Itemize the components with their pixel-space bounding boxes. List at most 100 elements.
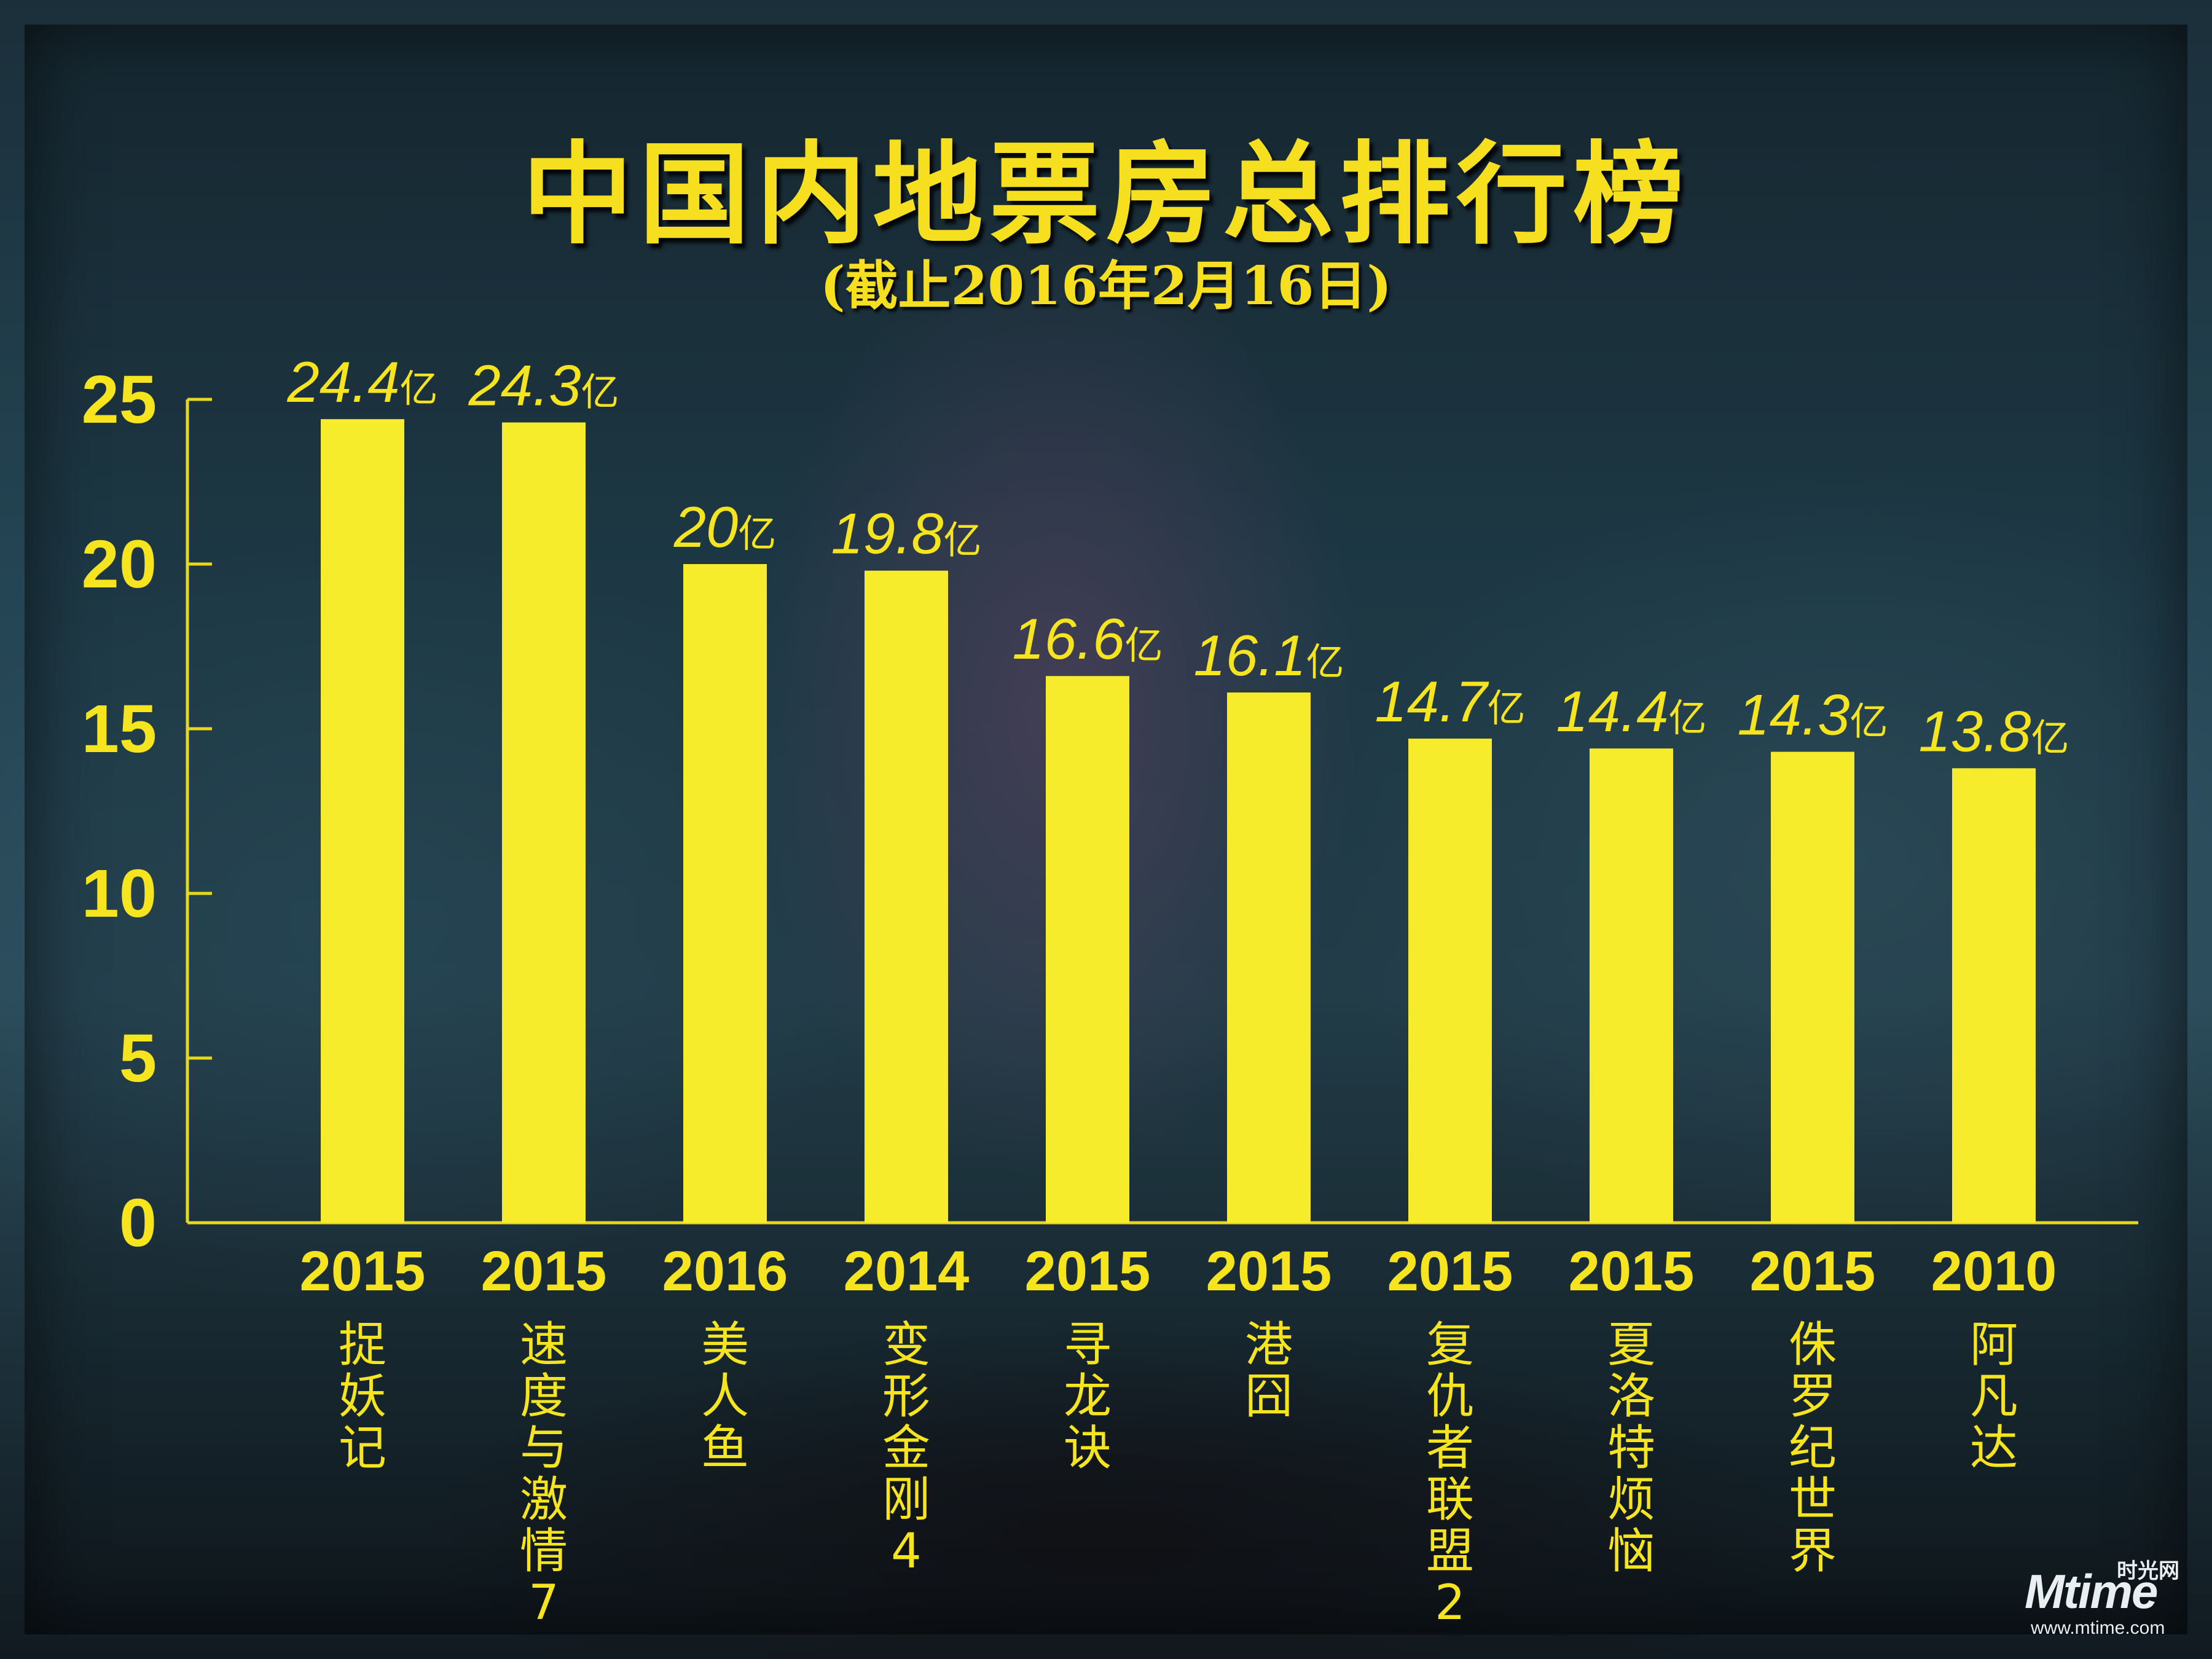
bar	[1046, 676, 1129, 1223]
x-category-name: 复仇者联盟 2	[1426, 1317, 1474, 1631]
bar	[1590, 748, 1673, 1223]
bar-value-label: 13.8亿	[1919, 699, 2069, 763]
x-category-name: 变形金刚 4	[882, 1317, 930, 1579]
bar-value-unit: 亿	[1124, 623, 1163, 668]
bar-value-unit: 亿	[399, 366, 437, 411]
bar-value-number: 20	[673, 495, 739, 559]
bar-value-label: 20亿	[673, 495, 777, 559]
x-category-name-char: 者	[1426, 1421, 1474, 1476]
x-category-name-char: 恼	[1607, 1524, 1655, 1579]
y-tick-label: 20	[82, 527, 157, 602]
x-category-name-char: 记	[339, 1421, 386, 1476]
bar-value-unit: 亿	[1849, 699, 1888, 744]
bar-value-number: 13.8	[1919, 699, 2031, 763]
bar-value-number: 14.7	[1375, 669, 1490, 734]
bar-value-unit: 亿	[1306, 640, 1344, 684]
bar-value-number: 24.3	[468, 353, 581, 418]
x-category-name-char: 人	[701, 1369, 749, 1424]
bar-value-unit: 亿	[581, 370, 619, 415]
x-category-name: 夏洛特烦恼	[1607, 1317, 1655, 1579]
x-category-year: 2014	[844, 1240, 970, 1303]
x-category-year: 2015	[1206, 1240, 1332, 1303]
x-category-name-char: 阿	[1970, 1317, 2018, 1373]
x-category-name-char: 刚	[882, 1472, 930, 1528]
bar	[1408, 739, 1492, 1223]
bar-value-unit: 亿	[2031, 715, 2069, 760]
x-category-name-char: 美	[701, 1317, 749, 1373]
watermark-cn-text: 时光网	[2117, 1559, 2179, 1583]
bar	[1771, 751, 1854, 1223]
bar-value-label: 14.7亿	[1375, 669, 1526, 734]
x-category-name-char: 盟	[1426, 1524, 1474, 1579]
x-category-name: 港囧	[1245, 1317, 1293, 1424]
y-tick-label: 25	[82, 362, 157, 437]
mtime-watermark: Mtime 时光网 www.mtime.com	[2025, 1551, 2184, 1638]
x-category-name-char: 金	[882, 1421, 930, 1476]
y-tick-label: 5	[119, 1021, 157, 1096]
x-category-name-char: 寻	[1064, 1317, 1112, 1373]
x-category-name-char: 龙	[1064, 1369, 1112, 1424]
x-category-name: 速度与激情 7	[520, 1317, 568, 1631]
chart-bars	[321, 419, 2036, 1223]
x-category-name-char: 罗	[1789, 1369, 1837, 1424]
x-category-year: 2015	[1569, 1240, 1695, 1303]
x-category-name: 美人鱼	[701, 1317, 749, 1476]
x-category-name-char: 洛	[1607, 1369, 1655, 1424]
x-category-name-char: 4	[891, 1524, 922, 1579]
x-category-name: 阿凡达	[1970, 1317, 2018, 1476]
x-category-name-char: 囧	[1245, 1369, 1293, 1424]
x-category-name-char: 度	[520, 1369, 568, 1424]
bar-value-label: 24.3亿	[468, 353, 619, 418]
bar	[683, 564, 767, 1223]
x-category-name: 侏罗纪世界	[1789, 1317, 1837, 1579]
x-category-year: 2015	[1025, 1240, 1151, 1303]
bar-value-label: 16.1亿	[1194, 623, 1344, 688]
x-category-name-char: 鱼	[701, 1421, 749, 1476]
x-category-name-char: 诀	[1064, 1421, 1112, 1476]
bar-value-unit: 亿	[738, 511, 776, 556]
x-category-name-char: 妖	[339, 1369, 386, 1424]
bar-value-number: 24.4	[287, 350, 400, 414]
x-category-year: 2015	[481, 1240, 607, 1303]
x-category-name-char: 港	[1245, 1317, 1293, 1373]
bar-value-number: 16.6	[1013, 606, 1126, 671]
x-category-name-char: 情	[520, 1524, 568, 1579]
bar	[321, 419, 404, 1223]
bar-value-label: 16.6亿	[1013, 606, 1163, 671]
x-category-name-char: 形	[882, 1369, 930, 1424]
bar-value-label: 24.4亿	[287, 350, 438, 414]
x-category-name-char: 与	[520, 1421, 568, 1476]
x-category-name-char: 激	[520, 1472, 568, 1528]
x-category-year: 2010	[1931, 1240, 2057, 1303]
bar-value-label: 14.3亿	[1738, 683, 1888, 747]
x-category-name-char: 复	[1426, 1317, 1474, 1373]
x-category-name-char: 凡	[1970, 1369, 2018, 1424]
x-category-name-char: 纪	[1789, 1421, 1837, 1476]
bar-value-number: 14.4	[1556, 679, 1669, 743]
bar-value-unit: 亿	[1487, 686, 1525, 731]
x-category-name-char: 烦	[1607, 1472, 1655, 1528]
bar-value-number: 16.1	[1194, 623, 1306, 688]
x-category-name-char: 7	[528, 1575, 559, 1631]
watermark-url: www.mtime.com	[2031, 1618, 2165, 1638]
x-category-name-char: 联	[1426, 1472, 1474, 1528]
bar-value-unit: 亿	[943, 518, 981, 563]
x-category-name-char: 世	[1789, 1472, 1837, 1528]
chart-subtitle: (截止2016年2月16日)	[820, 255, 1392, 317]
bar	[502, 422, 586, 1223]
x-category-year: 2015	[1387, 1240, 1513, 1303]
x-category-name-char: 特	[1607, 1421, 1655, 1476]
bar-value-label: 14.4亿	[1556, 679, 1707, 743]
x-category-name-char: 夏	[1607, 1317, 1655, 1373]
watermark-logo: Mtime	[2025, 1564, 2158, 1618]
bar-value-number: 19.8	[831, 501, 944, 566]
x-category-name: 寻龙诀	[1064, 1317, 1112, 1476]
bar-value-unit: 亿	[1668, 696, 1706, 740]
x-category-name-char: 捉	[339, 1317, 386, 1373]
x-category-name-char: 变	[882, 1317, 930, 1373]
x-category-year: 2015	[300, 1240, 426, 1303]
x-category-name-char: 速	[520, 1317, 568, 1373]
bar	[1952, 768, 2036, 1223]
